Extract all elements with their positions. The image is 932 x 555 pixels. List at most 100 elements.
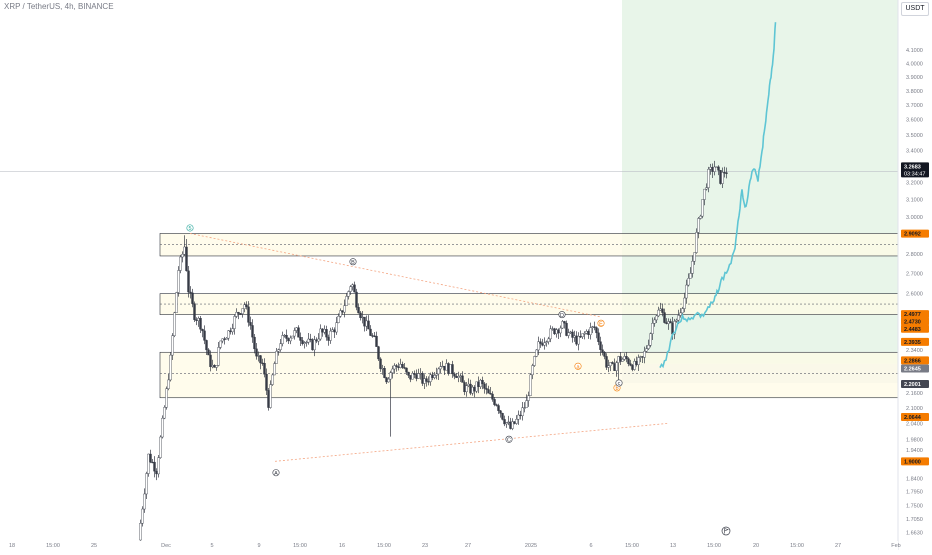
candle (479, 379, 482, 387)
time-tick: 16 (339, 543, 345, 549)
candle (213, 365, 216, 368)
candle (411, 373, 414, 380)
candle (397, 366, 400, 368)
time-tick: 15:00 (377, 543, 391, 549)
candle (707, 169, 710, 188)
time-tick: 15:00 (790, 543, 804, 549)
candle (195, 319, 198, 321)
candle (223, 338, 226, 340)
candle (451, 364, 454, 375)
candle (307, 338, 310, 343)
candle (615, 362, 618, 371)
candle (373, 335, 376, 337)
candle (189, 291, 192, 294)
candle (379, 358, 382, 369)
wave-text: 5 (188, 226, 191, 232)
candle (385, 377, 388, 383)
candle (691, 260, 694, 274)
candle (497, 405, 500, 411)
projection-path (659, 22, 777, 369)
wave-marker (272, 469, 280, 477)
price-label: 2.4483 (901, 324, 929, 333)
candle (329, 330, 332, 341)
candle (401, 364, 404, 368)
wave-label-5: 5 (186, 224, 194, 232)
candle (533, 356, 536, 366)
price-tick: 4.0000 (906, 61, 923, 67)
candle (425, 378, 428, 382)
candle (699, 215, 702, 219)
candle (309, 338, 312, 341)
candle (315, 339, 318, 342)
candle (293, 330, 296, 337)
candle (445, 363, 448, 371)
zone-box (159, 351, 899, 399)
candle (571, 331, 574, 338)
candle (215, 365, 218, 368)
candle (471, 386, 474, 394)
price-tick: 3.0000 (906, 215, 923, 221)
candle (427, 381, 430, 383)
candle (565, 322, 568, 336)
flag-icon (721, 526, 731, 536)
currency-button[interactable]: USDT (901, 2, 929, 16)
candle (629, 363, 632, 366)
time-tick: 5 (210, 543, 213, 549)
candle (521, 407, 524, 417)
candle (417, 373, 420, 379)
price-tick: 1.9400 (906, 448, 923, 454)
candle (431, 374, 434, 378)
price-label: 2.0644 (901, 412, 929, 421)
candle (667, 321, 670, 324)
candle (577, 336, 580, 345)
candle (363, 316, 366, 327)
candle (371, 335, 374, 337)
candle (721, 172, 724, 184)
candle (639, 356, 642, 358)
candle (399, 364, 402, 368)
candle (599, 341, 602, 350)
price-label-bg (901, 364, 929, 373)
price-label-bg (901, 317, 929, 326)
candle (275, 351, 278, 364)
candle (305, 341, 308, 344)
candle (241, 308, 244, 315)
time-tick: 15:00 (625, 543, 639, 549)
wave-marker (615, 379, 623, 387)
candle (591, 326, 594, 328)
candle (635, 361, 638, 365)
candle (369, 328, 372, 336)
candle (523, 407, 526, 409)
candle (185, 246, 188, 272)
candle (589, 327, 592, 335)
candle (701, 199, 704, 217)
time-tick: 25 (91, 543, 97, 549)
wave-label-B: B (349, 258, 357, 266)
price-tick: 3.6000 (906, 118, 923, 124)
candle (381, 368, 384, 370)
candle (421, 372, 424, 384)
candle (683, 297, 686, 309)
price-tick: 1.6630 (906, 531, 923, 537)
candle (505, 422, 508, 425)
candle (705, 187, 708, 190)
candle (525, 400, 528, 408)
candle (537, 341, 540, 351)
price-label-bg (901, 412, 929, 421)
candle (681, 308, 684, 314)
wave-text: D (560, 313, 564, 319)
candle (651, 323, 654, 334)
price-tick: 3.4000 (906, 148, 923, 154)
candle (435, 373, 438, 376)
candle (145, 473, 148, 495)
candle (237, 312, 240, 314)
candle (519, 414, 522, 417)
price-tick: 1.8400 (906, 476, 923, 482)
price-label-text: 3.2683 (904, 164, 921, 170)
candle (695, 232, 698, 253)
candle (143, 493, 146, 510)
candle (313, 339, 316, 351)
candle (391, 368, 394, 373)
